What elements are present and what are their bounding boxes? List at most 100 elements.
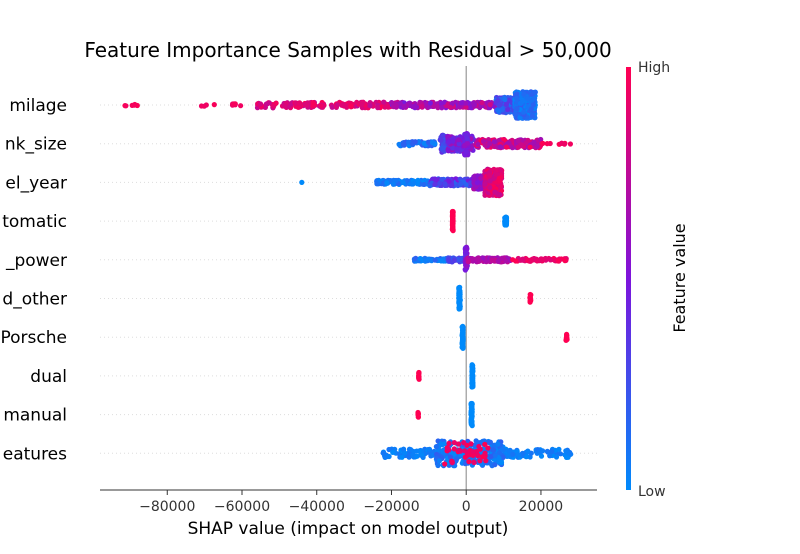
shap-point (523, 140, 529, 146)
chart-title: Feature Importance Samples with Residual… (84, 38, 611, 62)
shap-point (464, 140, 470, 146)
shap-point (393, 177, 399, 184)
x-axis-label: SHAP value (impact on model output) (188, 519, 509, 539)
shap-point (525, 96, 531, 102)
shap-point (502, 96, 508, 102)
shap-point (498, 167, 504, 173)
shap-point (405, 139, 412, 145)
shap-point (422, 258, 428, 264)
shap-point (460, 340, 466, 346)
shap-point (462, 448, 468, 454)
shap-point (384, 180, 390, 186)
shap-point (547, 257, 554, 263)
shap-point (273, 100, 279, 106)
shap-point (549, 449, 555, 455)
shap-point (402, 450, 408, 456)
shap-point (458, 100, 464, 106)
x-tick-label: −20000 (363, 499, 419, 515)
shap-point (435, 462, 441, 469)
colorbar-title: Feature value (670, 223, 689, 332)
shap-point (464, 452, 471, 458)
shap-point (520, 450, 526, 456)
shap-point (335, 102, 341, 108)
shap-point (562, 258, 568, 264)
shap-point (469, 418, 475, 424)
shap-point (557, 451, 564, 457)
shap-point (470, 452, 476, 458)
shap-point (499, 255, 505, 261)
shap-point (500, 454, 506, 460)
shap-point (492, 453, 498, 459)
shap-point (389, 100, 395, 106)
shap-point (380, 450, 386, 456)
shap-point (456, 299, 462, 305)
shap-point (131, 102, 137, 108)
x-tick-label: −60000 (214, 499, 270, 515)
shap-point (440, 132, 446, 138)
shap-point (464, 136, 470, 142)
shap-point (483, 458, 489, 464)
shap-point (123, 103, 129, 109)
shap-point (456, 441, 462, 447)
shap-point (449, 458, 455, 464)
shap-point (451, 446, 457, 452)
shap-point (390, 449, 396, 455)
shap-point (459, 255, 465, 262)
shap-point (488, 454, 494, 460)
shap-point (416, 374, 422, 380)
shap-point (469, 401, 475, 407)
shap-point (295, 104, 301, 110)
shap-point (482, 142, 488, 148)
shap-point (450, 145, 456, 151)
shap-point (497, 144, 503, 150)
shap-point (415, 177, 421, 183)
shap-point (524, 453, 530, 460)
shap-point (514, 106, 520, 112)
shap-point (463, 263, 470, 269)
shap-point (538, 136, 544, 143)
shap-point (515, 451, 521, 458)
shap-point (547, 453, 553, 459)
shap-point (463, 149, 469, 155)
feature-label: manual (3, 406, 67, 426)
shap-point (505, 106, 511, 113)
x-tick-label: −40000 (289, 499, 345, 515)
shap-point (460, 329, 466, 335)
shap-point (425, 139, 432, 145)
shap-point (502, 222, 508, 228)
shap-point (449, 182, 455, 188)
shap-point (385, 104, 391, 110)
shap-point (446, 447, 452, 453)
shap-point (441, 145, 447, 151)
shap-point (410, 181, 416, 187)
shap-point (489, 257, 495, 263)
shap-point (492, 462, 498, 468)
shap-point (407, 100, 413, 106)
shap-point (390, 181, 396, 187)
shap-point (469, 410, 475, 417)
shap-point (348, 103, 354, 110)
shap-point (446, 440, 452, 446)
shap-point (456, 137, 462, 143)
shap-point (461, 440, 467, 446)
feature-label: Porsche (1, 328, 67, 348)
shap-point (477, 458, 483, 464)
shap-point (491, 447, 497, 453)
shap-point (563, 448, 569, 454)
shap-point (532, 90, 538, 96)
shap-point (518, 142, 525, 148)
shap-point (439, 442, 445, 448)
feature-label: milage (9, 96, 67, 116)
shap-point (451, 257, 457, 264)
shap-point (555, 258, 561, 264)
shap-point (487, 140, 493, 147)
shap-point (471, 459, 477, 465)
shap-point (380, 99, 387, 105)
shap-point (498, 460, 505, 466)
shap-point (540, 448, 546, 454)
shap-point (421, 140, 427, 146)
shap-point (436, 458, 442, 464)
shap-point (538, 453, 545, 459)
shap-point (415, 409, 421, 416)
